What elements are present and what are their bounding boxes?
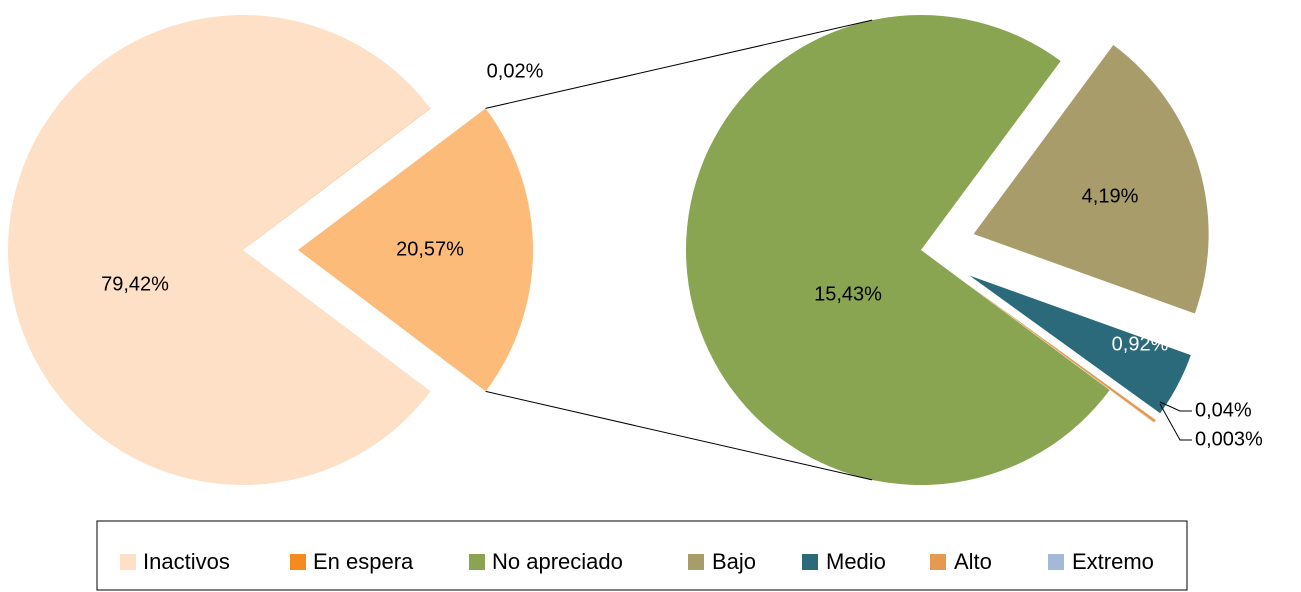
legend-label: Extremo <box>1072 549 1154 574</box>
data-label: 0,02% <box>487 60 544 82</box>
legend-swatch <box>802 554 818 570</box>
pie-slice <box>685 14 1110 485</box>
connector-line <box>485 19 873 109</box>
pie-slice <box>965 282 1154 423</box>
pie-slice <box>973 45 1209 314</box>
legend-swatch <box>688 554 704 570</box>
data-label: 79,42% <box>101 273 169 295</box>
leader-line <box>1159 401 1192 412</box>
legend-box <box>96 520 1188 591</box>
legend-swatch <box>120 554 136 570</box>
legend-swatch <box>290 554 306 570</box>
data-label: 0,92% <box>1112 333 1169 355</box>
legend-label: Inactivos <box>143 549 230 574</box>
legend-swatch <box>1048 554 1064 570</box>
legend-label: Alto <box>954 549 992 574</box>
pie-slice <box>969 275 1191 414</box>
connector-line <box>485 390 873 481</box>
legend-swatch <box>469 554 485 570</box>
data-label: 20,57% <box>396 238 464 260</box>
legend-label: No apreciado <box>492 549 623 574</box>
pie-slice <box>7 15 431 486</box>
data-label: 0,04% <box>1195 399 1252 421</box>
leader-line <box>1159 403 1192 441</box>
data-label: 4,19% <box>1082 185 1139 207</box>
legend-label: En espera <box>313 549 414 574</box>
legend-label: Medio <box>826 549 886 574</box>
pie-slice <box>965 282 1156 423</box>
pie-slice <box>243 108 431 250</box>
legend-label: Bajo <box>712 549 756 574</box>
data-label: 0,003% <box>1195 428 1263 450</box>
pie-slice <box>298 108 533 392</box>
legend-swatch <box>930 554 946 570</box>
data-label: 15,43% <box>814 283 882 305</box>
